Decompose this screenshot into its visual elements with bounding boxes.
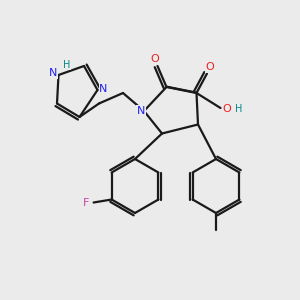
Text: O: O xyxy=(206,62,214,72)
Text: H: H xyxy=(63,59,70,70)
Text: O: O xyxy=(150,54,159,64)
Text: N: N xyxy=(99,83,108,94)
Text: N: N xyxy=(137,106,145,116)
Text: O: O xyxy=(223,104,232,115)
Text: F: F xyxy=(83,197,89,208)
Text: N: N xyxy=(49,68,57,79)
Text: H: H xyxy=(235,104,242,115)
